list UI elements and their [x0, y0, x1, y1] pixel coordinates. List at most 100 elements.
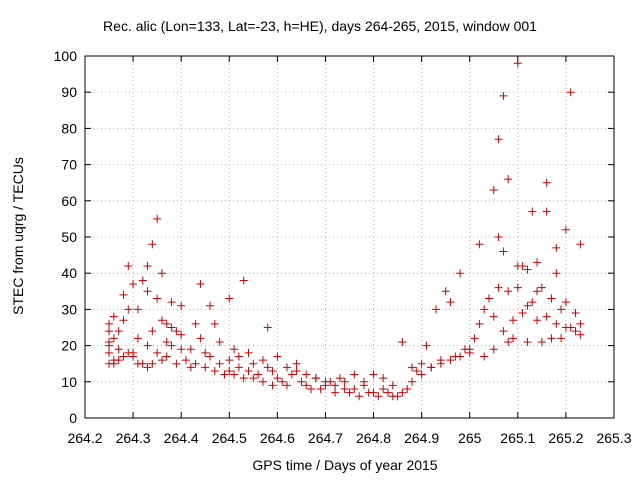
- data-point: [234, 363, 243, 372]
- data-point: [557, 305, 566, 314]
- data-point: [576, 319, 585, 328]
- data-point: [340, 385, 349, 394]
- data-point: [105, 327, 114, 336]
- data-point: [383, 388, 392, 397]
- data-point: [114, 327, 123, 336]
- data-point: [230, 370, 239, 379]
- data-point: [249, 359, 258, 368]
- data-point: [138, 276, 147, 285]
- data-point: [153, 214, 162, 223]
- data-point: [292, 366, 301, 375]
- data-point: [398, 337, 407, 346]
- data-point: [412, 366, 421, 375]
- data-point: [547, 334, 556, 343]
- data-point: [162, 319, 171, 328]
- x-tick-label: 264.4: [164, 430, 199, 446]
- x-tick-label: 264.3: [116, 430, 151, 446]
- data-point: [215, 359, 224, 368]
- axis-ticks: 264.2 264.3 264.4 264.5 264.6 264.7 264.8 264.9…: [54, 48, 632, 446]
- data-point: [254, 370, 263, 379]
- chart-title: Rec. alic (Lon=133, Lat=-23, h=HE), days…: [103, 18, 537, 34]
- data-point: [268, 366, 277, 375]
- x-axis-label: GPS time / Days of year 2015: [252, 457, 438, 473]
- data-point: [523, 337, 532, 346]
- data-point: [239, 374, 248, 383]
- data-point: [513, 261, 522, 270]
- data-point: [489, 345, 498, 354]
- data-point: [143, 341, 152, 350]
- data-point: [206, 301, 215, 310]
- data-point: [234, 352, 243, 361]
- data-point: [186, 345, 195, 354]
- data-point: [292, 359, 301, 368]
- data-point: [475, 240, 484, 249]
- x-tick-label: 264.5: [212, 430, 247, 446]
- data-point: [148, 240, 157, 249]
- data-point: [172, 359, 181, 368]
- x-tick-label: 264.8: [356, 430, 391, 446]
- data-point: [465, 345, 474, 354]
- data-point: [533, 316, 542, 325]
- x-tick-label: 265: [458, 430, 482, 446]
- data-point: [335, 374, 344, 383]
- data-point: [311, 374, 320, 383]
- data-point: [331, 388, 340, 397]
- data-point: [148, 359, 157, 368]
- data-point: [119, 290, 128, 299]
- data-point: [480, 305, 489, 314]
- data-point: [263, 363, 272, 372]
- data-point: [157, 356, 166, 365]
- data-point: [172, 327, 181, 336]
- data-point: [494, 135, 503, 144]
- y-tick-label: 70: [61, 157, 77, 173]
- data-point: [518, 309, 527, 318]
- data-point: [533, 287, 542, 296]
- data-point: [576, 240, 585, 249]
- data-point: [509, 334, 518, 343]
- data-point: [552, 243, 561, 252]
- x-tick-label: 264.2: [67, 430, 102, 446]
- data-point: [316, 385, 325, 394]
- data-point: [422, 341, 431, 350]
- data-point: [489, 185, 498, 194]
- x-tick-label: 265.1: [500, 430, 535, 446]
- data-point: [273, 352, 282, 361]
- data-point: [230, 345, 239, 354]
- data-point: [124, 305, 133, 314]
- data-point: [263, 323, 272, 332]
- data-point: [523, 265, 532, 274]
- data-point: [186, 363, 195, 372]
- data-point: [167, 298, 176, 307]
- data-point: [528, 298, 537, 307]
- data-point: [528, 207, 537, 216]
- data-point: [513, 283, 522, 292]
- y-tick-label: 0: [69, 410, 77, 426]
- data-point: [162, 337, 171, 346]
- data-point: [244, 348, 253, 357]
- data-point: [542, 312, 551, 321]
- data-point: [494, 283, 503, 292]
- data-point: [278, 377, 287, 386]
- data-point: [432, 305, 441, 314]
- data-point: [484, 294, 493, 303]
- data-point: [138, 359, 147, 368]
- data-point: [566, 88, 575, 97]
- data-point: [133, 334, 142, 343]
- data-point: [196, 280, 205, 289]
- data-point: [321, 377, 330, 386]
- data-point: [417, 370, 426, 379]
- data-point: [177, 301, 186, 310]
- data-point: [206, 352, 215, 361]
- y-tick-label: 60: [61, 193, 77, 209]
- data-point: [297, 377, 306, 386]
- data-point: [408, 363, 417, 372]
- data-point: [177, 345, 186, 354]
- data-point: [561, 225, 570, 234]
- data-point: [499, 327, 508, 336]
- data-point: [340, 377, 349, 386]
- data-point: [258, 377, 267, 386]
- data-point: [225, 356, 234, 365]
- data-point: [456, 269, 465, 278]
- data-point: [282, 363, 291, 372]
